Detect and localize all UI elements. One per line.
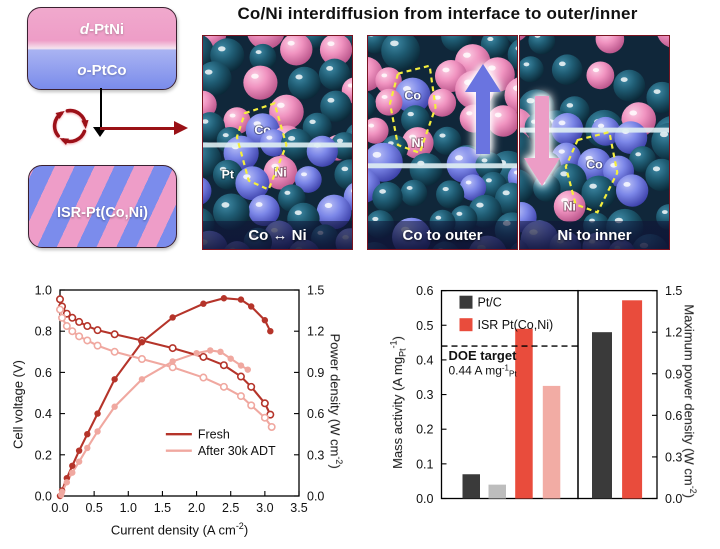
svg-text:0.3: 0.3 [665, 450, 682, 464]
svg-text:0.9: 0.9 [665, 367, 682, 381]
svg-text:DOE target: DOE target [449, 348, 518, 363]
svg-text:ISR Pt(Co,Ni): ISR Pt(Co,Ni) [478, 318, 554, 332]
svg-text:0.6: 0.6 [665, 409, 682, 423]
svg-text:0.5: 0.5 [416, 319, 433, 333]
svg-text:0.6: 0.6 [416, 284, 433, 298]
svg-text:0.4: 0.4 [416, 353, 433, 367]
svg-text:0.0: 0.0 [416, 492, 433, 506]
svg-text:0.0: 0.0 [665, 492, 682, 506]
svg-text:0.2: 0.2 [416, 423, 433, 437]
svg-text:0.1: 0.1 [416, 457, 433, 471]
svg-text:0.44 A mg-1Pt: 0.44 A mg-1Pt [449, 364, 518, 379]
svg-text:1.5: 1.5 [665, 284, 682, 298]
svg-text:Pt/C: Pt/C [478, 296, 502, 310]
svg-text:1.2: 1.2 [665, 326, 682, 340]
svg-text:0.3: 0.3 [416, 388, 433, 402]
